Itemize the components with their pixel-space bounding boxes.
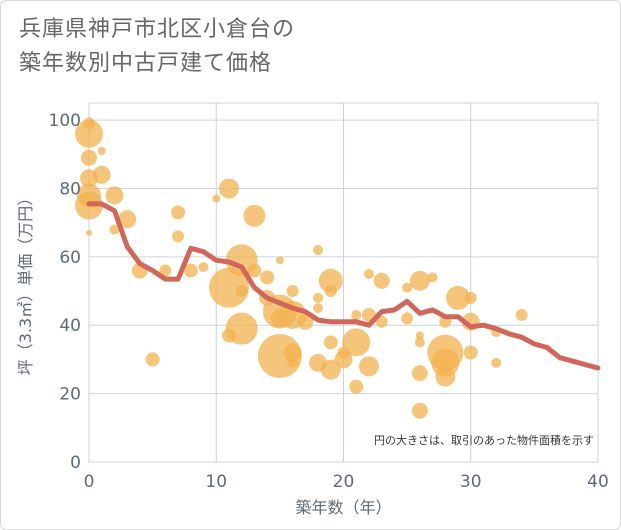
bubble-point [183, 263, 198, 278]
y-tick-label: 80 [59, 179, 81, 199]
bubble-point [172, 230, 185, 243]
bubble-point [435, 366, 456, 387]
x-tick-label: 0 [84, 472, 95, 492]
bubble-point [86, 229, 92, 236]
bubble-point [323, 335, 338, 350]
bubble-point [297, 313, 314, 330]
bubble-point [402, 282, 413, 293]
bubble-point [275, 256, 284, 265]
bubble-point [171, 205, 186, 220]
chart-title: 兵庫県神戸市北区小倉台の 築年数別中古戸建て価格 [19, 13, 295, 81]
x-axis-label: 築年数（年） [295, 498, 391, 517]
bubble-point [334, 350, 353, 369]
bubble-point [411, 402, 428, 419]
bubble-point [375, 315, 388, 328]
bubble-point [373, 272, 390, 289]
bubble-point [81, 149, 97, 166]
bubble-point [118, 210, 137, 229]
bubble-point [235, 285, 248, 298]
bubble-point [349, 379, 364, 394]
bubble-point [324, 285, 337, 298]
bubble-point [243, 204, 266, 227]
grid-lines [88, 103, 599, 463]
bubble-point [411, 365, 428, 382]
bubble-point [401, 312, 414, 325]
x-tick-label: 10 [205, 472, 227, 492]
bubble-point [414, 337, 425, 348]
y-tick-label: 20 [59, 385, 81, 405]
bubble-point [446, 285, 471, 310]
bubble-point [342, 328, 371, 357]
y-axis-label: 坪（3.3㎡）単価（万円） [16, 190, 35, 375]
bubble-point [318, 268, 343, 293]
bubble-point [463, 345, 478, 360]
bubble-point [351, 309, 362, 320]
bubble-point [409, 270, 430, 291]
bubble-point [491, 357, 502, 368]
bubble-point [287, 357, 298, 368]
y-tick-label: 0 [70, 453, 81, 473]
bubble-point [286, 285, 299, 298]
bubble-point [145, 352, 160, 367]
bubble-point [92, 165, 111, 184]
bubble-point [198, 262, 209, 273]
bubble-point [313, 303, 324, 314]
plot-area-border [88, 102, 599, 463]
bubble-point [464, 291, 477, 304]
bubble-point [363, 268, 374, 279]
bubble-point [427, 272, 438, 283]
y-tick-label: 60 [59, 248, 81, 268]
chart-title-line-2: 築年数別中古戸建て価格 [19, 51, 273, 76]
bubble-point [109, 224, 120, 235]
bubble-point [320, 359, 341, 380]
y-tick-label: 100 [49, 111, 81, 131]
y-axis: 0 20 40 60 80 100 [49, 111, 81, 473]
bubble-point [159, 264, 172, 277]
bubble-point [515, 308, 528, 321]
bubble-point [212, 194, 221, 203]
bubble-point [225, 312, 258, 345]
chart-title-line-1: 兵庫県神戸市北区小倉台の [19, 17, 296, 42]
x-tick-label: 30 [460, 472, 482, 492]
bubble-point [247, 263, 262, 278]
bubble-point [218, 178, 239, 199]
bubble-point [313, 245, 324, 256]
bubble-point [83, 117, 95, 130]
bubble-point [260, 270, 275, 285]
bubble-point [97, 146, 106, 155]
bubble-point [313, 292, 324, 303]
bubble-point [208, 267, 249, 308]
x-tick-label: 40 [587, 472, 609, 492]
y-tick-label: 40 [59, 316, 81, 336]
bubble-point [415, 331, 424, 340]
bubble-point [105, 186, 124, 205]
size-note: 円の大きさは、取引のあった物件面積を示す [374, 433, 594, 447]
bubble-point [358, 356, 379, 377]
bubble-point [283, 343, 302, 362]
x-axis: 0 10 20 30 40 [84, 472, 609, 492]
x-tick-label: 20 [333, 472, 355, 492]
bubble-point [75, 119, 103, 148]
trend-line [86, 201, 601, 371]
